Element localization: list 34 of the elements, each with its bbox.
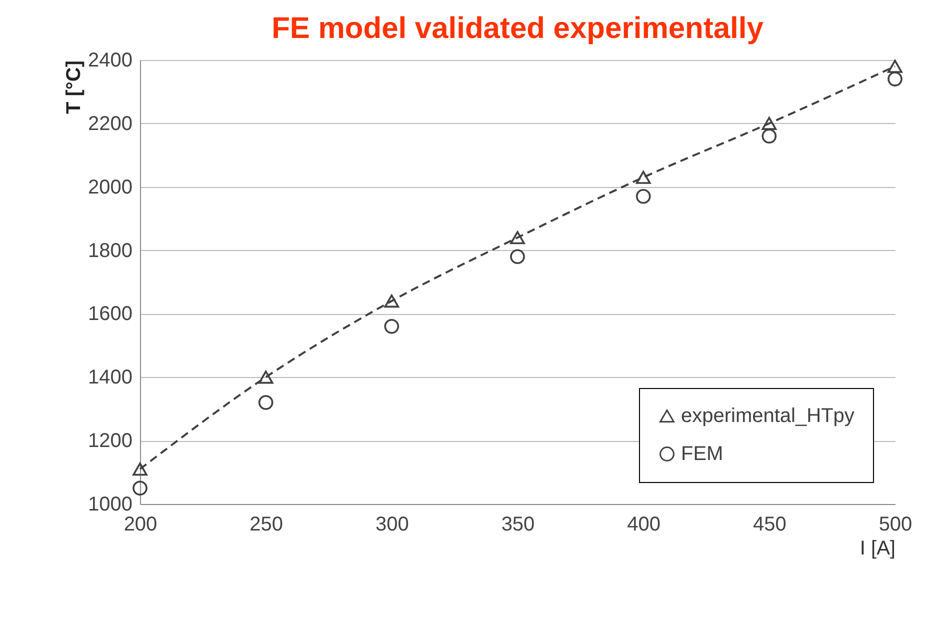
- x-tick-label: 250: [250, 514, 284, 536]
- point: [762, 128, 777, 144]
- y-tick-label: 1200: [88, 430, 132, 452]
- x-tick-label: 300: [375, 514, 409, 536]
- y-tick-label: 1600: [88, 303, 132, 326]
- legend-label: FEM: [681, 443, 724, 465]
- x-tick-label: 400: [627, 514, 661, 536]
- point: [510, 249, 525, 264]
- y-tick-label: 2200: [88, 112, 132, 135]
- point: [132, 462, 148, 476]
- x-axis-title: I [A]: [860, 538, 896, 560]
- point: [510, 231, 525, 244]
- y-tick-label: 1000: [88, 494, 132, 516]
- x-tick-label: 450: [752, 514, 786, 536]
- y-tick-label: 2000: [88, 176, 132, 198]
- point: [636, 188, 651, 204]
- y-axis-title: T [°C]: [63, 60, 86, 114]
- point: [384, 294, 400, 308]
- point: [636, 170, 651, 184]
- point: [888, 60, 902, 73]
- legend-label: experimental_HTpy: [681, 405, 854, 427]
- x-tick-label: 350: [501, 514, 535, 536]
- x-tick-label: 200: [124, 514, 158, 536]
- point: [132, 480, 148, 496]
- y-tick-label: 2400: [88, 50, 132, 72]
- point: [384, 318, 400, 334]
- point: [762, 116, 777, 130]
- x-tick-label: 500: [878, 514, 912, 536]
- chart-title: FE model validated experimentally: [272, 12, 764, 45]
- point: [258, 370, 274, 384]
- y-tick-label: 1800: [88, 240, 132, 262]
- point: [888, 72, 902, 86]
- y-tick-label: 1400: [88, 366, 132, 389]
- point: [258, 395, 274, 410]
